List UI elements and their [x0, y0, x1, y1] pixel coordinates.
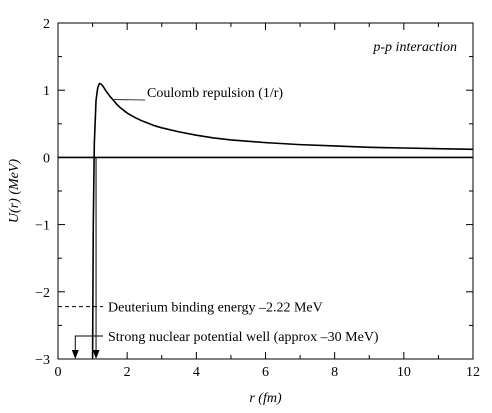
- binding-energy-label: Deuterium binding energy –2.22 MeV: [108, 301, 323, 316]
- axis-ticks: [57, 22, 474, 360]
- coulomb-label: Coulomb repulsion (1/r): [147, 86, 283, 101]
- y-tick-label: −1: [35, 219, 50, 234]
- x-tick-label: 6: [262, 365, 269, 380]
- y-tick-label: −2: [35, 286, 50, 301]
- x-tick-label: 2: [124, 365, 131, 380]
- coulomb-potential-curve: [91, 82, 474, 360]
- x-tick-label: 8: [331, 365, 338, 380]
- well-label: Strong nuclear potential well (approx –3…: [108, 330, 379, 345]
- x-tick-label: 4: [193, 365, 200, 380]
- well-down-arrowhead: [92, 350, 100, 359]
- x-axis-label: r (fm): [249, 391, 282, 406]
- y-tick-label: 2: [43, 17, 50, 32]
- interaction-label: p-p interaction: [372, 40, 457, 55]
- y-axis-label: U(r) (MeV): [7, 159, 22, 223]
- x-tick-label: 0: [55, 365, 62, 380]
- x-tick-label: 12: [466, 365, 480, 380]
- well-bracket-line: [74, 335, 103, 351]
- x-tick-label: 10: [397, 365, 411, 380]
- y-tick-label: 1: [43, 84, 50, 99]
- y-tick-label: −3: [35, 353, 50, 368]
- y-tick-label: 0: [43, 151, 50, 166]
- left-down-arrowhead: [71, 350, 79, 359]
